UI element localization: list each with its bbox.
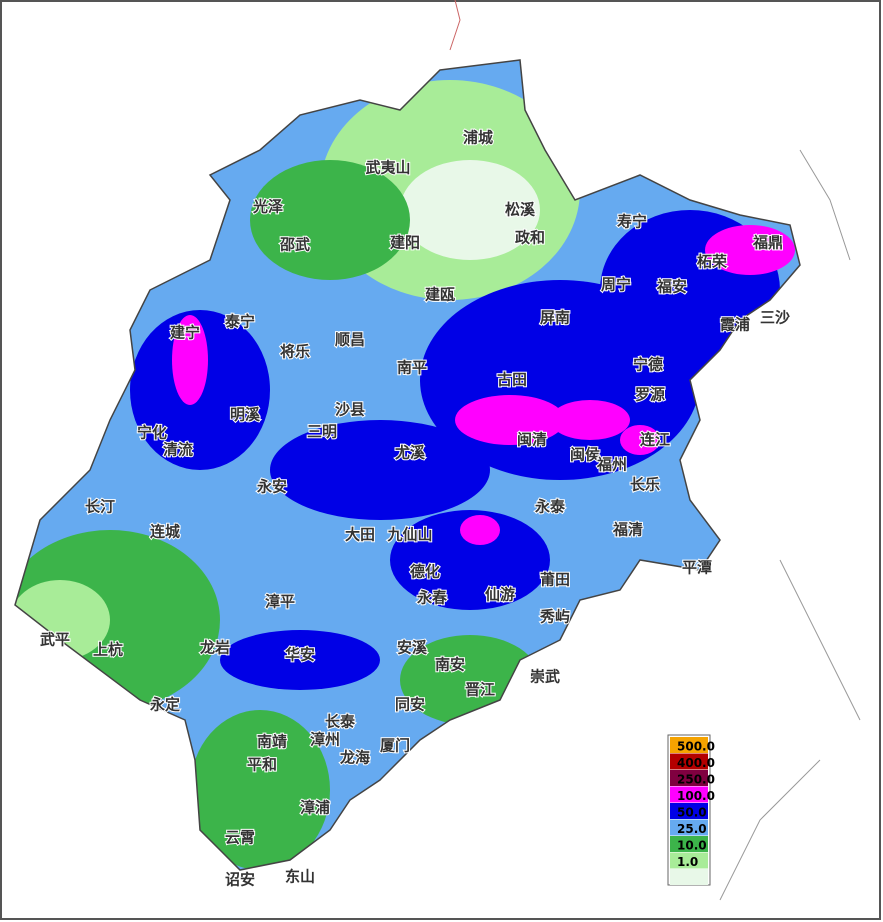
legend-label: 250.0 xyxy=(677,773,715,787)
place-label: 连城 xyxy=(150,523,180,541)
place-label: 霞浦 xyxy=(720,316,750,334)
legend-swatch xyxy=(670,803,708,819)
place-label: 永安 xyxy=(256,478,287,496)
place-label: 柘荣 xyxy=(697,253,728,271)
legend-label: 25.0 xyxy=(677,822,707,836)
legend-label: 1.0 xyxy=(677,855,698,869)
legend-swatch xyxy=(670,737,708,753)
place-label: 闽侯 xyxy=(570,446,601,464)
place-label: 华安 xyxy=(285,646,315,664)
place-label: 宁化 xyxy=(137,424,167,442)
coastline xyxy=(719,149,861,901)
place-label: 建宁 xyxy=(170,324,200,342)
place-label: 政和 xyxy=(515,229,545,247)
place-label: 光泽 xyxy=(252,198,283,216)
place-label: 长乐 xyxy=(630,476,660,494)
place-label: 清流 xyxy=(163,441,193,459)
legend-swatch xyxy=(670,786,708,803)
place-label: 古田 xyxy=(497,371,527,389)
place-label: 安溪 xyxy=(397,639,428,657)
place-label: 九仙山 xyxy=(386,526,432,544)
place-label: 平和 xyxy=(247,756,277,774)
legend-swatch xyxy=(670,852,708,869)
place-label: 大田 xyxy=(345,526,375,544)
place-label: 周宁 xyxy=(601,276,631,294)
place-label: 建阳 xyxy=(390,234,420,252)
legend-swatch xyxy=(670,836,708,852)
place-label: 秀屿 xyxy=(539,608,570,626)
place-label: 尤溪 xyxy=(395,444,426,462)
place-label: 宁德 xyxy=(633,356,663,374)
place-label: 南平 xyxy=(397,359,427,377)
legend-label: 500.0 xyxy=(677,740,715,754)
place-label: 长汀 xyxy=(85,498,115,516)
legend-swatch xyxy=(670,753,708,770)
place-label: 仙游 xyxy=(485,586,515,604)
place-label: 泰宁 xyxy=(224,313,255,331)
legend-swatch xyxy=(670,770,708,786)
place-label: 龙岩 xyxy=(199,639,230,657)
place-label: 顺昌 xyxy=(335,331,365,349)
place-label: 三明 xyxy=(307,423,337,441)
place-label: 南安 xyxy=(435,656,465,674)
boundary-line xyxy=(449,0,461,51)
place-label: 长泰 xyxy=(325,713,356,731)
place-label: 上杭 xyxy=(93,641,123,659)
legend-label: 10.0 xyxy=(677,839,707,853)
place-label: 福州 xyxy=(596,456,627,474)
place-label: 闽清 xyxy=(517,431,547,449)
place-label: 漳州 xyxy=(310,731,340,749)
place-label: 建瓯 xyxy=(425,286,455,304)
place-label: 福鼎 xyxy=(752,234,783,252)
place-label: 寿宁 xyxy=(617,213,647,231)
place-label: 平潭 xyxy=(682,559,712,577)
legend-label: 50.0 xyxy=(677,806,707,820)
place-label: 永春 xyxy=(416,589,447,607)
place-label: 同安 xyxy=(395,696,425,714)
place-label: 诏安 xyxy=(225,871,255,889)
place-label: 龙海 xyxy=(339,749,370,767)
place-label: 崇武 xyxy=(530,668,560,686)
place-label: 德化 xyxy=(410,563,440,581)
legend: 500.0 400.0 250.0 100.0 50.0 25.0 10.0 1.0 xyxy=(667,734,715,886)
place-label: 福安 xyxy=(656,278,687,296)
place-label: 三沙 xyxy=(760,309,790,327)
place-label: 连江 xyxy=(640,431,670,449)
place-label: 松溪 xyxy=(505,201,536,219)
place-label: 莆田 xyxy=(540,571,570,589)
place-label: 南靖 xyxy=(257,733,287,751)
place-label: 武夷山 xyxy=(365,159,410,177)
legend-label: 100.0 xyxy=(677,789,715,803)
place-label: 东山 xyxy=(285,868,315,886)
place-label: 明溪 xyxy=(230,406,261,424)
place-label: 永泰 xyxy=(534,498,566,516)
place-label: 福清 xyxy=(612,521,643,539)
place-label: 漳平 xyxy=(265,593,295,611)
place-label: 武平 xyxy=(40,631,70,649)
place-label: 浦城 xyxy=(463,129,493,147)
place-label: 漳浦 xyxy=(300,799,330,817)
legend-swatch xyxy=(670,869,708,885)
place-label: 邵武 xyxy=(279,236,310,254)
place-label: 罗源 xyxy=(635,386,665,404)
place-label: 永定 xyxy=(149,696,180,714)
place-label: 将乐 xyxy=(280,343,310,361)
legend-label: 400.0 xyxy=(677,756,715,770)
place-label: 屏南 xyxy=(540,309,570,327)
place-label: 晋江 xyxy=(465,681,495,699)
place-label: 沙县 xyxy=(335,401,365,419)
legend-swatch xyxy=(670,819,708,836)
place-label: 厦门 xyxy=(380,737,410,755)
place-label: 云霄 xyxy=(225,829,255,847)
